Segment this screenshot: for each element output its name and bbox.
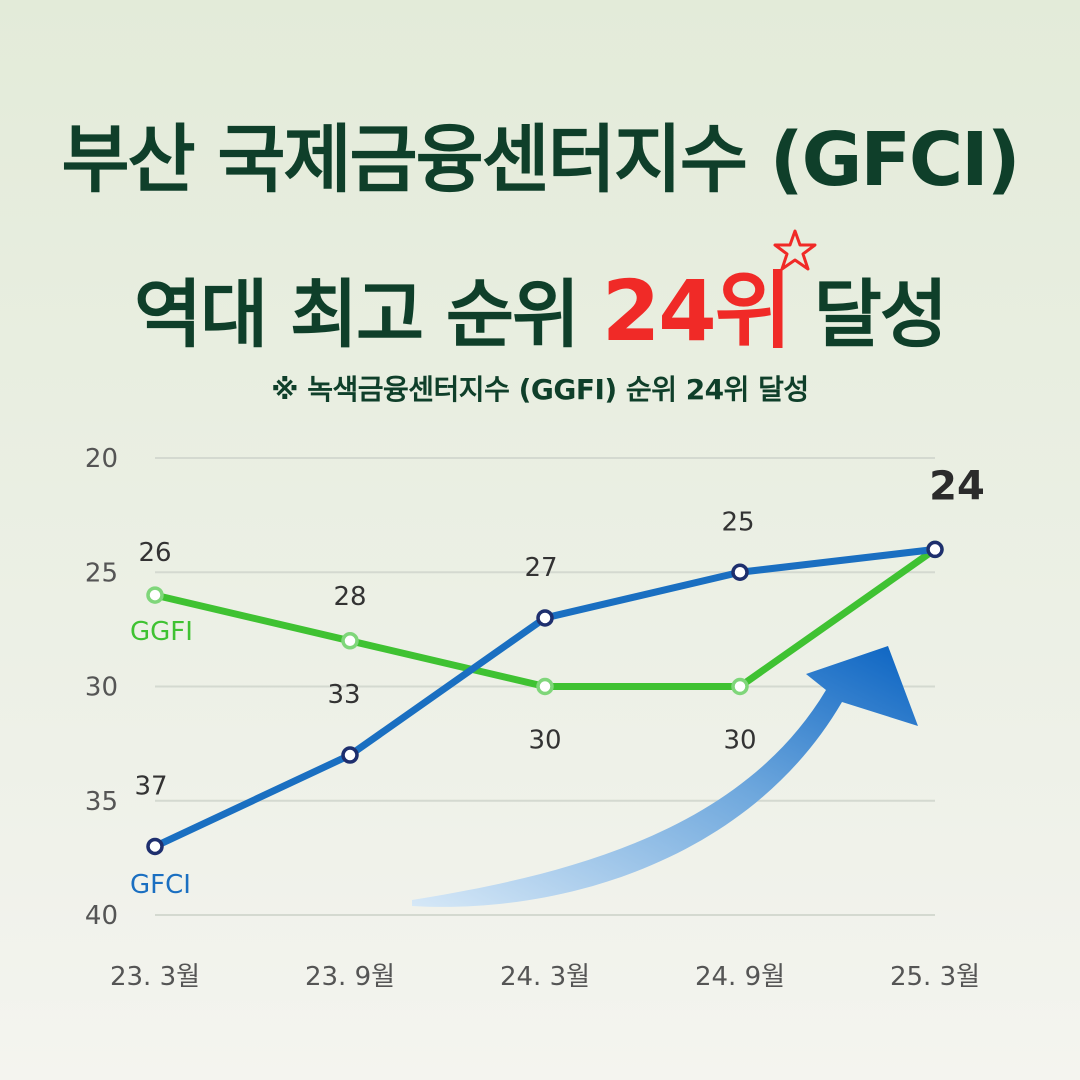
data-label-ggfi-1: 28 — [333, 582, 366, 612]
point-ggfi-2 — [536, 677, 554, 696]
rank-highlight: 24위 — [601, 229, 817, 360]
y-tick-label-35: 35 — [85, 787, 118, 817]
data-label-ggfi-2: 30 — [528, 726, 561, 756]
x-tick-label-4: 25. 3월 — [890, 962, 980, 992]
data-label-gfci-3: 25 — [721, 507, 754, 537]
series-name-ggfi: GGFI — [130, 617, 193, 647]
y-tick-label-30: 30 — [85, 673, 118, 703]
data-label-gfci-1: 33 — [327, 680, 360, 710]
rank-highlight-text: 24위 — [601, 262, 792, 360]
title-line-2-prefix: 역대 최고 순위 — [134, 272, 602, 358]
y-tick-label-20: 20 — [85, 444, 118, 474]
point-gfci-3 — [731, 563, 749, 581]
point-gfci-4 — [926, 540, 944, 559]
y-tick-label-40: 40 — [85, 901, 118, 931]
title-line-1: 부산 국제금융센터지수 (GFCI) — [61, 117, 1020, 203]
subtitle: ※ 녹색금융센터지수 (GGFI) 순위 24위 달성 — [271, 373, 809, 406]
x-tick-label-3: 24. 9월 — [695, 962, 785, 992]
data-label-ggfi-3: 30 — [723, 726, 756, 756]
data-label-gfci-0: 37 — [134, 771, 167, 801]
point-ggfi-0 — [146, 586, 164, 604]
point-gfci-0 — [146, 837, 164, 856]
data-label-gfci-4: 24 — [929, 463, 985, 509]
point-ggfi-1 — [341, 632, 359, 650]
y-tick-label-25: 25 — [85, 558, 118, 588]
point-ggfi-3 — [731, 677, 749, 696]
trend-arrow-icon — [412, 646, 918, 907]
x-tick-label-2: 24. 3월 — [500, 962, 590, 992]
point-gfci-2 — [536, 609, 554, 627]
x-tick-label-0: 23. 3월 — [110, 962, 200, 992]
data-label-ggfi-0: 26 — [138, 538, 171, 568]
x-tick-label-1: 23. 9월 — [305, 962, 395, 992]
title-line-2: 역대 최고 순위 24위 달성 — [0, 229, 1080, 365]
series-name-gfci: GFCI — [130, 870, 191, 900]
point-gfci-1 — [341, 746, 359, 764]
data-label-gfci-2: 27 — [524, 553, 557, 583]
series-line-gfci — [151, 545, 939, 850]
star-icon — [773, 229, 817, 271]
title-line-2-suffix: 달성 — [790, 272, 948, 358]
